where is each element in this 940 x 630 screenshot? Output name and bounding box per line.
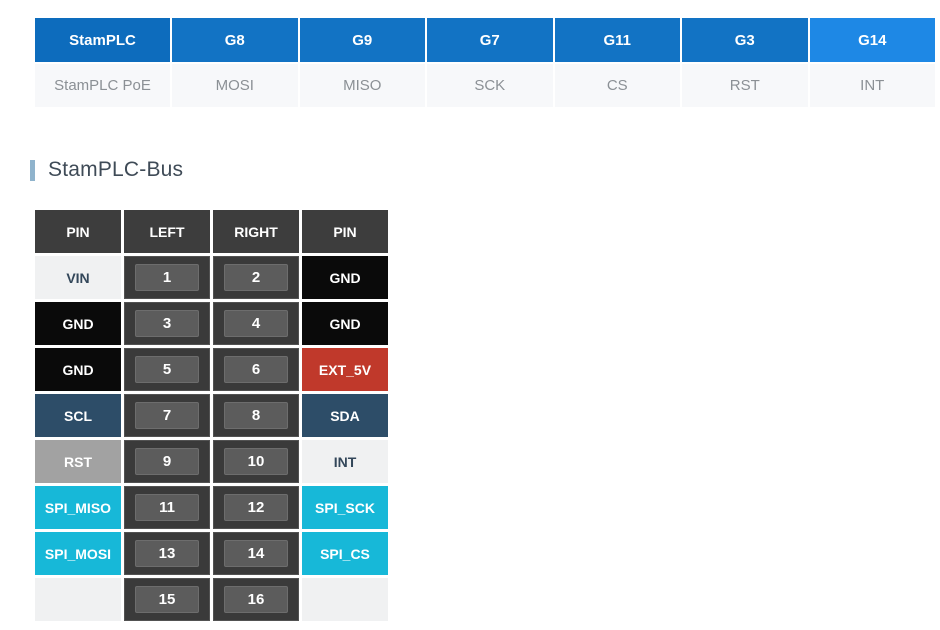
pin-label-cell: GND	[302, 256, 388, 299]
pin-number-chip: 16	[224, 586, 288, 613]
pin-label-cell	[35, 578, 121, 621]
pin-number-chip: 15	[135, 586, 199, 613]
pin-label-cell: SCL	[35, 394, 121, 437]
pinout-header-cell: PIN	[302, 210, 388, 253]
pin-number-chip: 8	[224, 402, 288, 429]
pin-number-cell: 8	[213, 394, 299, 437]
pin-number-cell: 4	[213, 302, 299, 345]
gpio-header-cell: G9	[299, 18, 425, 62]
gpio-header-cell: G14	[809, 18, 935, 62]
stamplc-bus-pinout-table: PIN LEFT RIGHT PIN VIN 1 2 GND GND 3 4 G…	[35, 210, 388, 621]
gpio-value-cell: SCK	[427, 64, 553, 107]
pin-number-chip: 2	[224, 264, 288, 291]
pinout-header-cell: LEFT	[124, 210, 210, 253]
pin-number-cell: 13	[124, 532, 210, 575]
pin-label-cell: RST	[35, 440, 121, 483]
gpio-header-cell: G7	[427, 18, 553, 62]
pin-number-cell: 10	[213, 440, 299, 483]
gpio-value-cell: MOSI	[172, 64, 298, 107]
pin-label-cell: INT	[302, 440, 388, 483]
gpio-value-cell: RST	[682, 64, 808, 107]
pin-label-cell: SPI_MISO	[35, 486, 121, 529]
pin-number-cell: 16	[213, 578, 299, 621]
pin-number-chip: 12	[224, 494, 288, 521]
pin-number-cell: 5	[124, 348, 210, 391]
pin-number-chip: 4	[224, 310, 288, 337]
gpio-map-table: StamPLC G8 G9 G7 G11 G3 G14 StamPLC PoE …	[35, 18, 935, 107]
pinout-header-cell: RIGHT	[213, 210, 299, 253]
pin-number-cell: 11	[124, 486, 210, 529]
pinout-header-cell: PIN	[35, 210, 121, 253]
gpio-header-cell: StamPLC	[35, 18, 170, 62]
pin-number-cell: 12	[213, 486, 299, 529]
pin-label-cell: VIN	[35, 256, 121, 299]
pin-number-cell: 3	[124, 302, 210, 345]
pin-label-cell: GND	[35, 302, 121, 345]
pin-label-cell: GND	[35, 348, 121, 391]
gpio-value-cell: StamPLC PoE	[35, 64, 170, 107]
pin-label-cell	[302, 578, 388, 621]
pin-label-cell: SPI_CS	[302, 532, 388, 575]
pin-number-chip: 1	[135, 264, 199, 291]
pin-number-cell: 9	[124, 440, 210, 483]
gpio-header-cell: G8	[172, 18, 298, 62]
pin-number-chip: 6	[224, 356, 288, 383]
pin-number-cell: 14	[213, 532, 299, 575]
gpio-header-cell: G3	[682, 18, 808, 62]
section-accent-bar	[30, 159, 35, 181]
pin-number-chip: 10	[224, 448, 288, 475]
pin-number-cell: 2	[213, 256, 299, 299]
pin-label-cell: EXT_5V	[302, 348, 388, 391]
section-heading: StamPLC-Bus	[30, 158, 183, 182]
pin-number-cell: 15	[124, 578, 210, 621]
gpio-header-cell: G11	[554, 18, 680, 62]
pin-number-chip: 9	[135, 448, 199, 475]
pin-number-cell: 6	[213, 348, 299, 391]
pin-label-cell: SPI_MOSI	[35, 532, 121, 575]
pin-label-cell: GND	[302, 302, 388, 345]
gpio-value-cell: MISO	[299, 64, 425, 107]
pin-number-chip: 13	[135, 540, 199, 567]
pin-number-cell: 7	[124, 394, 210, 437]
section-title: StamPLC-Bus	[48, 158, 184, 181]
pin-number-chip: 11	[135, 494, 199, 521]
pin-number-chip: 3	[135, 310, 199, 337]
pin-label-cell: SDA	[302, 394, 388, 437]
pin-number-chip: 7	[135, 402, 199, 429]
pin-number-chip: 14	[224, 540, 288, 567]
gpio-value-cell: CS	[554, 64, 680, 107]
pin-number-chip: 5	[135, 356, 199, 383]
gpio-value-cell: INT	[809, 64, 935, 107]
pin-label-cell: SPI_SCK	[302, 486, 388, 529]
pin-number-cell: 1	[124, 256, 210, 299]
